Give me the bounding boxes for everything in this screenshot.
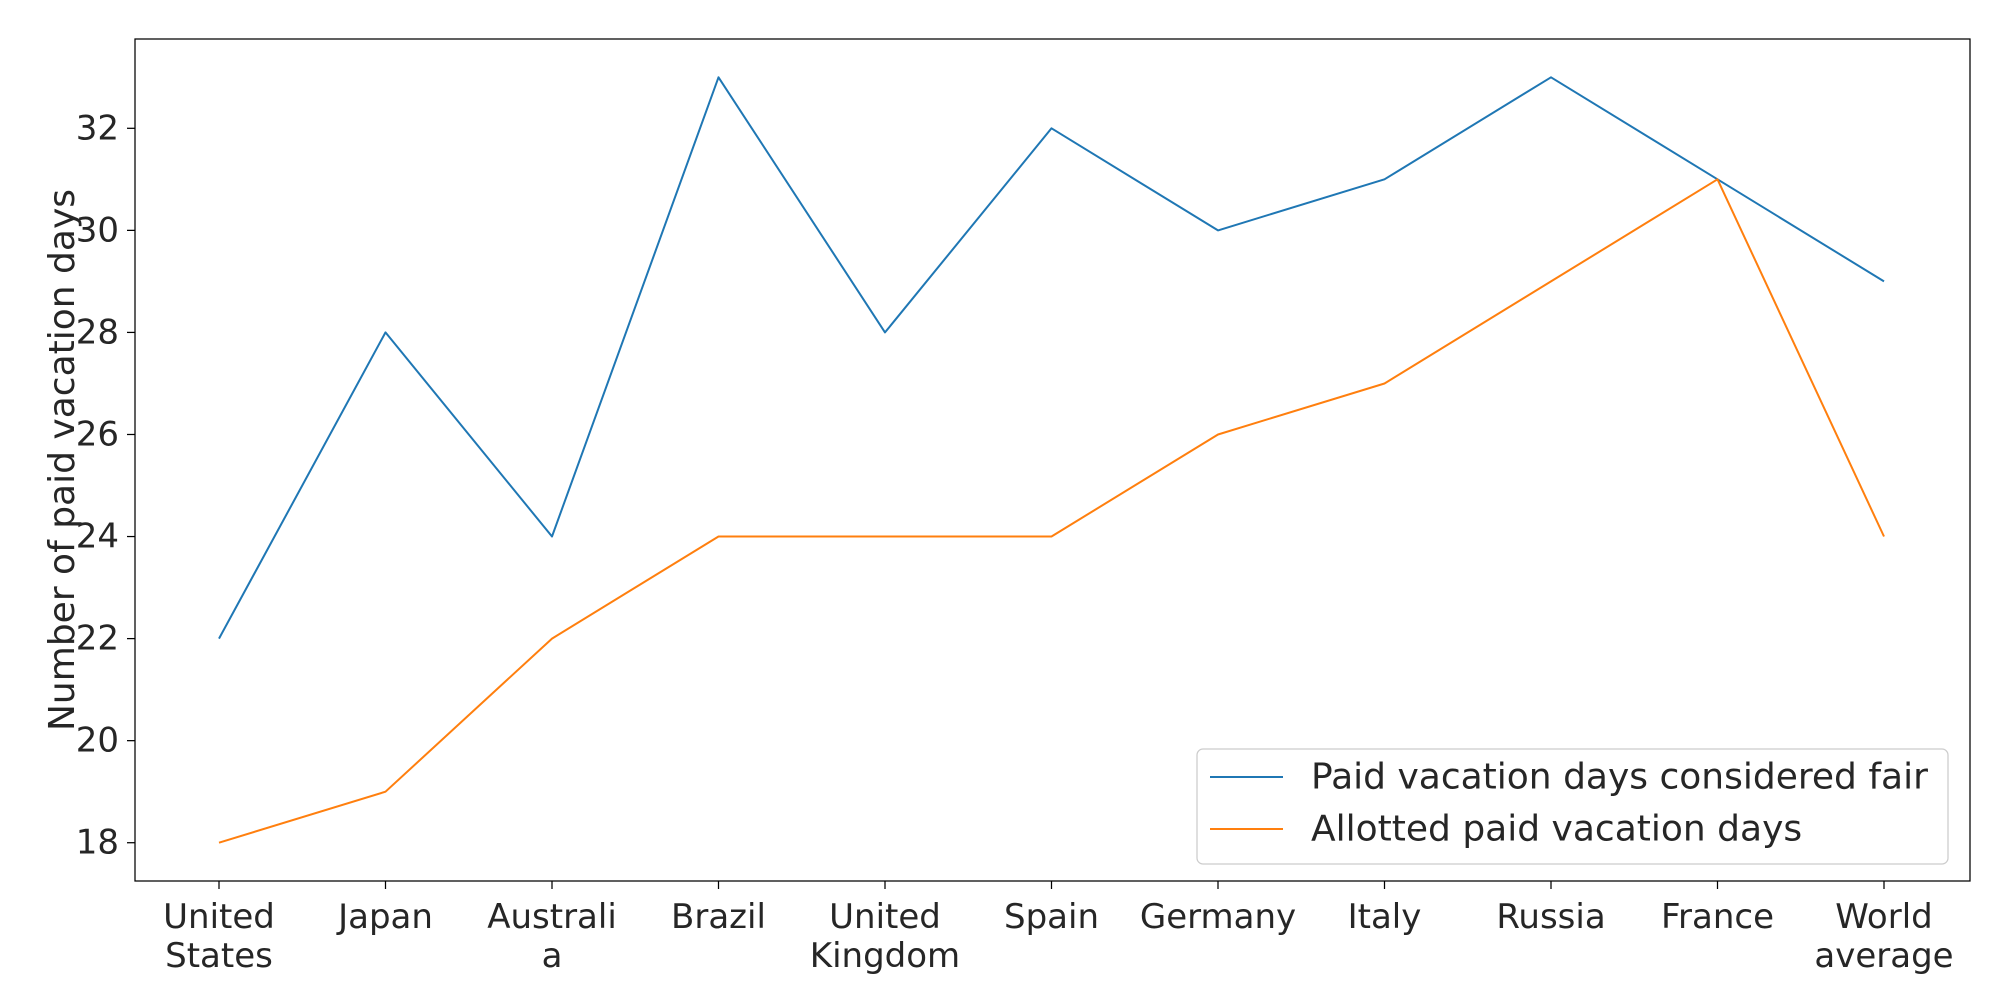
x-tick-label: Brazil [671,897,766,937]
y-tick-label: 22 [76,619,119,659]
legend-label-allotted: Allotted paid vacation days [1311,809,1802,850]
y-tick-label: 30 [76,210,119,250]
x-tick-label: World average [1814,897,1953,976]
x-axis: United States Japan Australi a Brazil United Ki… [163,881,1954,976]
y-tick-label: 32 [76,108,119,148]
x-tick-label: Australi a [487,897,617,976]
legend-box [1196,748,1949,865]
y-tick-label: 26 [76,414,119,454]
x-tick-label: Italy [1348,897,1422,937]
x-tick-label: Russia [1496,897,1605,937]
y-tick-label: 24 [76,517,119,557]
y-tick-label: 28 [76,312,119,352]
y-axis: 18 20 22 24 26 28 30 32 [76,108,135,863]
legend-label-fair: Paid vacation days considered fair [1311,757,1928,798]
series-lines [218,76,1885,844]
legend: Paid vacation days considered fair Allot… [1196,748,1949,865]
y-tick-label: 20 [76,721,119,761]
x-tick-label: United Kingdom [810,897,960,976]
x-tick-label: Germany [1140,897,1296,937]
plot-frame [134,38,1971,882]
x-tick-label: United States [163,897,275,976]
y-tick-label: 18 [76,823,119,863]
y-axis-label: Number of paid vacation days [42,189,83,731]
x-tick-label: Japan [336,897,433,937]
x-tick-label: France [1661,897,1774,937]
x-tick-label: Spain [1004,897,1099,937]
